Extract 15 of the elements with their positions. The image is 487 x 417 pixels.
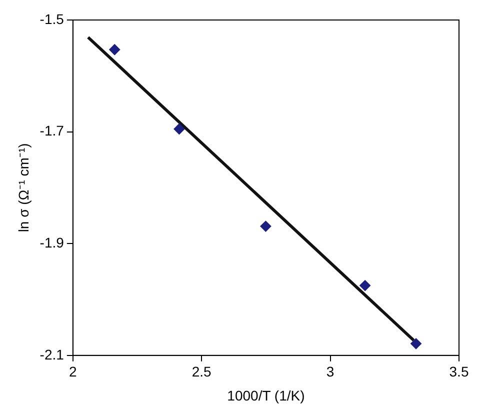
x-tick-label: 3 — [326, 364, 334, 380]
point — [410, 338, 422, 350]
y-tick-label: -1.5 — [40, 10, 64, 27]
y-tick-label: -1.9 — [40, 234, 64, 250]
point — [174, 124, 185, 135]
y-tick-label: -2.1 — [40, 346, 64, 362]
point — [360, 280, 371, 292]
point — [260, 220, 272, 232]
point — [109, 44, 120, 56]
y-axis-title: ln σ (Ω⁻¹ cm⁻¹) — [15, 143, 32, 232]
x-axis-title: 1000/T (1/K) — [227, 387, 305, 404]
x-tick-label: 2.5 — [192, 364, 212, 380]
x-tick-label: 2 — [69, 364, 78, 380]
x-tick-label: 3.5 — [449, 364, 469, 380]
y-tick-label: -1.7 — [40, 122, 64, 139]
